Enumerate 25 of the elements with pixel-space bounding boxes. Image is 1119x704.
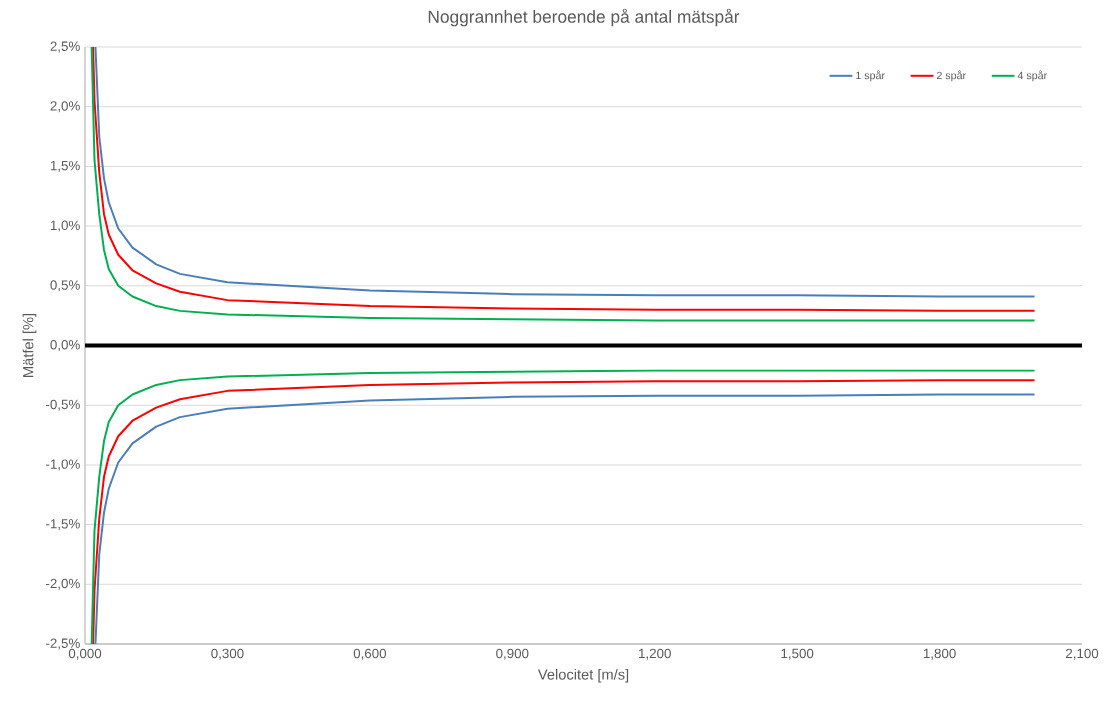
y-tick-label: 0,0% [50,340,80,352]
x-tick-label: 0,900 [496,648,529,660]
x-tick-label: 0,600 [353,648,387,660]
y-tick-label: 2,0% [50,101,80,113]
y-tick-label: 1,0% [50,220,80,232]
y-axis-title: Mätfel [%] [22,313,37,377]
y-tick-label: -0,5% [46,399,80,411]
chart-title: Noggrannhet beroende på antal mätspår [428,8,740,27]
x-tick-label: 1,500 [781,648,814,660]
y-tick-label: 1,5% [50,160,80,172]
x-tick-label: 0,300 [211,648,244,660]
y-tick-label: -2,5% [46,638,80,650]
y-tick-label: 0,5% [50,280,80,292]
x-axis-title: Velocitet [m/s] [537,668,629,683]
y-tick-label: -2,0% [46,578,80,590]
legend-label: 2 spår [936,70,966,82]
y-tick-label: -1,0% [46,459,80,471]
x-tick-label: 1,200 [639,648,671,660]
legend-label: 1 spår [856,70,885,82]
x-tick-label: 1,800 [923,648,956,660]
y-tick-label: -1,5% [46,519,80,531]
x-tick-label: 2,100 [1065,648,1099,660]
legend-label: 4 spår [1017,70,1047,82]
y-tick-label: 2,5% [50,41,80,53]
x-tick-label: 0,000 [68,648,102,660]
